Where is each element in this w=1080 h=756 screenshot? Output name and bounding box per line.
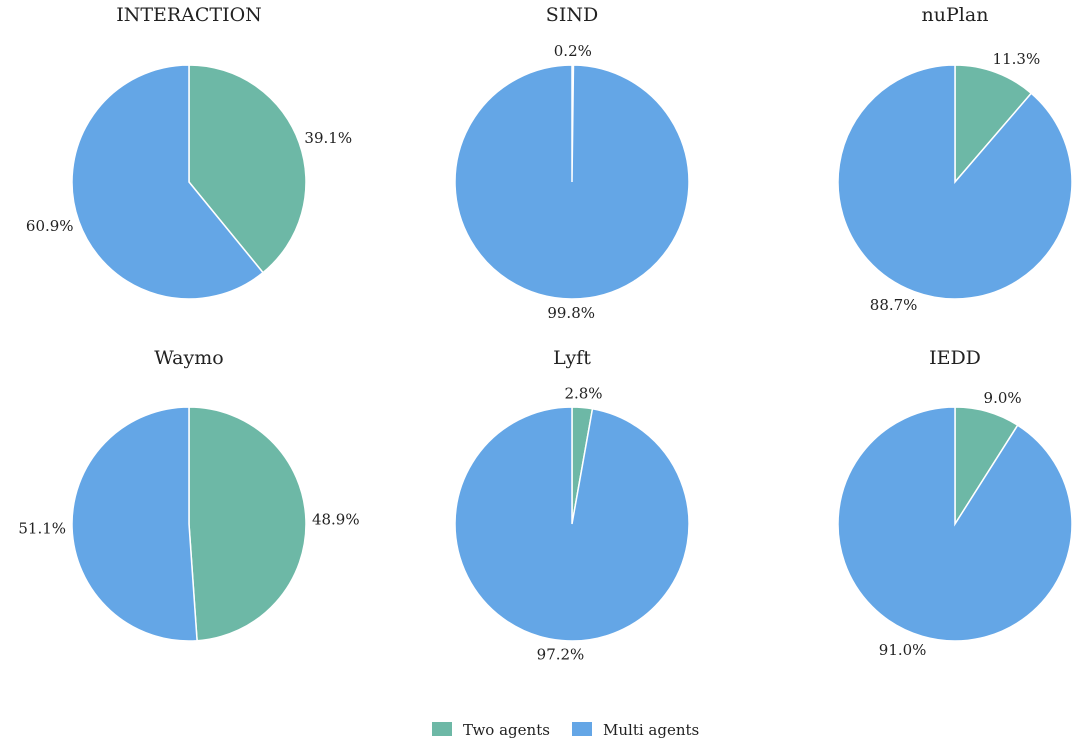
pie-title: IEDD (929, 347, 981, 369)
pie-nuplan: nuPlan 11.3% 88.7% (837, 4, 1073, 314)
pie-percent-label: 11.3% (993, 50, 1041, 68)
pie-title: Waymo (154, 347, 223, 369)
pie-percent-label: 9.0% (984, 389, 1022, 407)
pie-iedd: IEDD 9.0% 91.0% (837, 347, 1073, 659)
pie-percent-label: 51.1% (18, 520, 66, 538)
pie-slice-two-agents (188, 406, 307, 642)
pie-title: INTERACTION (116, 4, 262, 26)
pie-slice-two-agents (188, 64, 307, 274)
legend-swatch-multi-agents (572, 722, 592, 736)
pie-slice-two-agents (954, 64, 1033, 185)
pie-percent-label: 97.2% (537, 646, 585, 664)
pie-waymo: Waymo 48.9% 51.1% (18, 347, 360, 642)
pie-percent-label: 60.9% (26, 217, 74, 235)
legend-label-two-agents: Two agents (463, 721, 550, 739)
pie-percent-label: 91.0% (879, 641, 927, 659)
pie-lyft: Lyft 2.8% 97.2% (454, 347, 690, 664)
pie-slice-multi-agents (837, 64, 1073, 300)
pie-slice-multi-agents (71, 64, 265, 300)
pie-percent-label: 39.1% (304, 129, 352, 147)
pie-grid: INTERACTION 39.1% 60.9% SIND 0.2% 99.8% nuPlan… (18, 4, 1073, 664)
pie-slice-multi-agents (454, 406, 690, 642)
pie-sind: SIND 0.2% 99.8% (454, 4, 690, 322)
pie-percent-label: 2.8% (564, 384, 602, 402)
pie-title: Lyft (553, 347, 591, 369)
pie-interaction: INTERACTION 39.1% 60.9% (26, 4, 352, 300)
pie-title: SIND (546, 4, 598, 26)
legend-label-multi-agents: Multi agents (603, 721, 699, 739)
legend-swatch-two-agents (432, 722, 452, 736)
pie-percent-label: 0.2% (554, 42, 592, 60)
pie-percent-label: 99.8% (547, 304, 595, 322)
pie-title: nuPlan (922, 4, 989, 26)
pie-percent-label: 48.9% (312, 510, 360, 528)
pie-slice-multi-agents (454, 64, 690, 300)
pie-slice-multi-agents (71, 406, 198, 642)
pie-percent-label: 88.7% (870, 296, 918, 314)
pie-slice-multi-agents (837, 406, 1073, 642)
legend: Two agents Multi agents (432, 721, 699, 739)
